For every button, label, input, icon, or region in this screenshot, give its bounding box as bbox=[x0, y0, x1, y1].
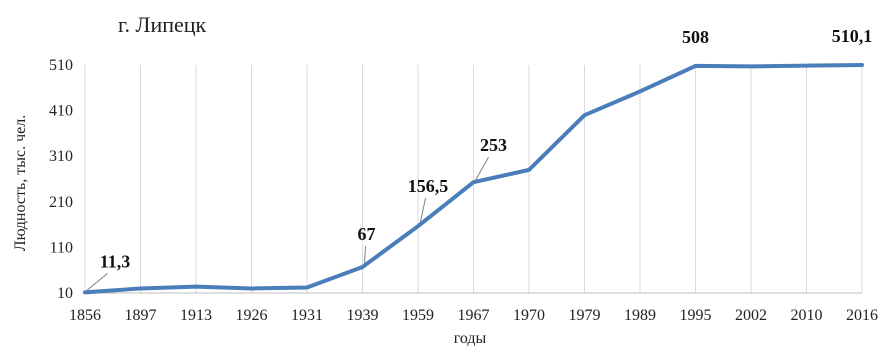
x-tick-label: 1959 bbox=[402, 307, 434, 324]
x-tick-label: 2016 bbox=[846, 307, 878, 324]
y-tick-label: 110 bbox=[50, 239, 73, 256]
leader-line bbox=[364, 245, 366, 266]
y-tick-label: 10 bbox=[57, 285, 73, 302]
data-label: 67 bbox=[358, 224, 376, 244]
data-labels: 11,3 67 156,5 253 508 510,1 bbox=[100, 26, 873, 271]
x-tick-label: 1989 bbox=[624, 307, 656, 324]
data-label: 156,5 bbox=[408, 176, 449, 196]
data-label: 508 bbox=[682, 27, 709, 47]
x-tick-label: 2010 bbox=[791, 307, 823, 324]
x-tick-label: 1967 bbox=[458, 307, 490, 324]
x-tick-label: 1926 bbox=[236, 307, 268, 324]
leader-lines bbox=[86, 156, 489, 291]
x-tick-label: 1913 bbox=[180, 307, 212, 324]
x-tick-label: 1995 bbox=[680, 307, 712, 324]
chart-title: г. Липецк bbox=[118, 12, 207, 37]
x-tick-label: 1931 bbox=[291, 307, 323, 324]
data-label: 11,3 bbox=[100, 251, 131, 271]
data-label: 510,1 bbox=[832, 26, 873, 46]
x-tick-label: 2002 bbox=[735, 307, 767, 324]
x-tick-label: 1856 bbox=[69, 307, 101, 324]
y-tick-label: 210 bbox=[49, 194, 73, 211]
y-ticks: 10 110 210 310 410 510 bbox=[49, 57, 73, 302]
y-tick-label: 510 bbox=[49, 57, 73, 74]
leader-line bbox=[419, 198, 426, 225]
y-axis-title: Людность, тыс. чел. bbox=[12, 115, 29, 251]
x-tick-label: 1897 bbox=[125, 307, 157, 324]
axes bbox=[85, 65, 863, 294]
x-ticks: 1856 1897 1913 1926 1931 1939 1959 1967 1970 1979… bbox=[69, 307, 878, 324]
x-tick-label: 1939 bbox=[347, 307, 379, 324]
x-tick-label: 1979 bbox=[569, 307, 601, 324]
data-label: 253 bbox=[480, 135, 507, 155]
series-line bbox=[83, 62, 864, 295]
y-tick-label: 310 bbox=[49, 148, 73, 165]
x-axis-title: годы bbox=[454, 330, 487, 347]
grid bbox=[84, 65, 863, 293]
leader-line bbox=[86, 273, 108, 291]
x-tick-label: 1970 bbox=[513, 307, 545, 324]
leader-line bbox=[475, 156, 489, 181]
y-tick-label: 410 bbox=[49, 103, 73, 120]
